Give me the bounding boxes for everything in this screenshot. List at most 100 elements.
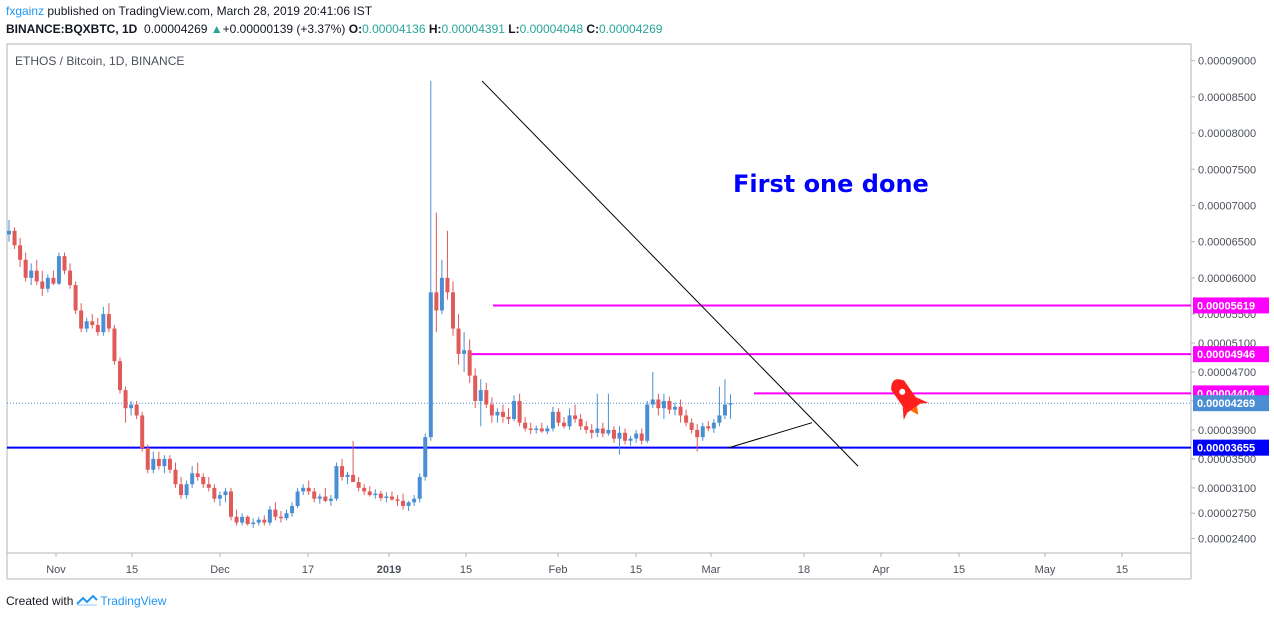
candle <box>534 425 539 434</box>
x-tick-label: Nov <box>46 564 66 576</box>
price-label: 0.00003655 <box>1193 439 1269 456</box>
candle <box>345 471 350 485</box>
high-value: 0.00004391 <box>441 22 505 36</box>
candle <box>423 433 428 481</box>
y-tick-label: 0.00008500 <box>1198 92 1256 104</box>
candle-body <box>101 314 106 333</box>
tradingview-logo-icon <box>76 594 99 610</box>
x-tick-label: Dec <box>210 564 230 576</box>
candle-body <box>456 328 461 354</box>
candle <box>234 509 239 526</box>
price-label: 0.00004946 <box>1193 346 1269 363</box>
y-tick-label: 0.00008000 <box>1198 128 1256 140</box>
candle <box>273 502 278 521</box>
change-arrow-icon: ▲ <box>210 22 223 36</box>
publish-info: published on TradingView.com, March 28, … <box>47 4 373 18</box>
candle <box>367 486 372 497</box>
candle-body <box>79 310 84 329</box>
open-value: 0.00004136 <box>362 22 426 36</box>
candle <box>45 274 50 293</box>
candle <box>12 227 17 249</box>
price-label-text: 0.00004269 <box>1197 398 1255 410</box>
candle <box>478 379 483 427</box>
candle-body <box>45 277 50 289</box>
candle-body <box>378 493 383 498</box>
candle <box>118 357 122 394</box>
candle-body <box>645 404 650 441</box>
publish-line: fxgainz published on TradingView.com, Ma… <box>6 3 372 19</box>
candle-body <box>123 390 128 409</box>
candle-body <box>611 429 616 439</box>
candle <box>123 386 128 423</box>
candle-body <box>267 509 272 523</box>
candle-body <box>212 487 217 499</box>
candle-body <box>695 429 700 438</box>
candle <box>628 435 633 446</box>
candle-body <box>500 411 505 417</box>
candle <box>656 393 661 416</box>
candle-body <box>345 474 350 477</box>
candle <box>389 491 394 501</box>
candle <box>156 451 161 470</box>
candle-body <box>628 438 633 441</box>
trendline-down <box>481 80 859 467</box>
candle <box>584 421 589 434</box>
candle-body <box>29 270 34 278</box>
candle <box>295 487 300 509</box>
candle-body <box>295 491 300 506</box>
candle-body <box>673 406 677 410</box>
candle <box>206 476 211 492</box>
candle-body <box>118 361 122 391</box>
candle <box>528 422 533 435</box>
x-tick-label: Mar <box>702 564 721 576</box>
candle <box>556 408 561 427</box>
candle-body <box>273 509 278 517</box>
x-tick-label: Apr <box>872 564 889 576</box>
x-tick-label: 17 <box>302 564 314 576</box>
candle <box>417 473 422 503</box>
close-label: C: <box>586 22 600 36</box>
tradingview-brand[interactable]: TradingView <box>100 594 167 608</box>
candle <box>112 324 117 365</box>
candle <box>73 281 78 315</box>
candle <box>201 473 206 488</box>
created-with-text: Created with <box>6 594 74 608</box>
y-tick-label: 0.00009000 <box>1198 56 1256 68</box>
price-label-bg <box>1193 439 1269 456</box>
candle <box>673 402 677 416</box>
candle-body <box>512 400 517 420</box>
candle-body <box>550 411 555 429</box>
candle <box>334 462 339 501</box>
candle-body <box>301 487 306 492</box>
candle-body <box>90 321 95 325</box>
candle <box>162 455 167 474</box>
candle <box>667 396 672 414</box>
candle <box>356 476 361 492</box>
candle-body <box>62 256 67 271</box>
candle <box>151 451 156 474</box>
candle-body <box>68 270 73 286</box>
candle <box>706 421 711 432</box>
candle-body <box>623 432 628 441</box>
candle <box>90 314 95 329</box>
candle <box>451 281 455 336</box>
candle-body <box>406 502 411 506</box>
candle-body <box>528 428 533 430</box>
candle-body <box>251 522 256 525</box>
candle-body <box>151 458 156 470</box>
candle-body <box>439 277 444 311</box>
candle <box>595 393 600 438</box>
candle-body <box>290 505 295 514</box>
candle-body <box>356 482 361 488</box>
candle-body <box>395 499 400 501</box>
candle-body <box>495 411 500 416</box>
candle-body <box>56 256 61 284</box>
author-name[interactable]: fxgainz <box>6 4 45 18</box>
candle-body <box>240 516 245 523</box>
rocket-body <box>891 379 921 413</box>
candle-body <box>162 458 167 467</box>
candle <box>711 419 716 433</box>
candle-body <box>340 466 344 477</box>
candle-body <box>134 404 139 416</box>
